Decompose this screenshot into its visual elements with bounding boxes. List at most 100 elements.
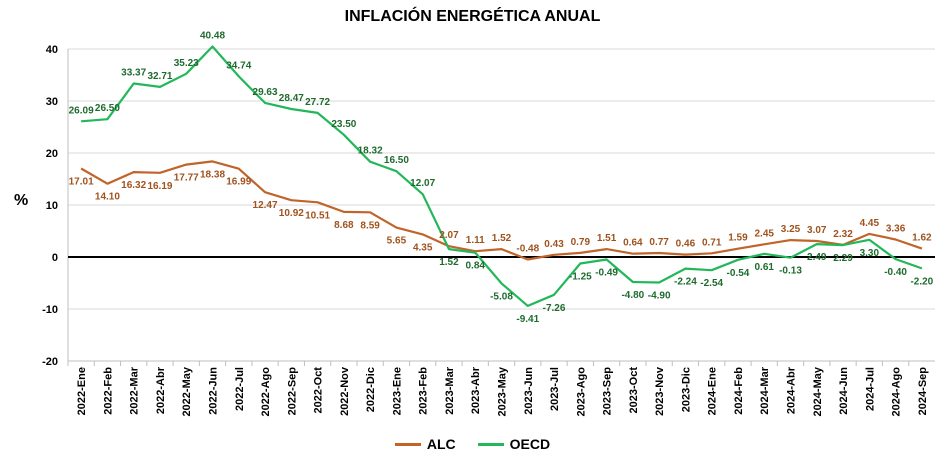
x-tick-label: 2022-Ene bbox=[76, 367, 88, 415]
data-label-alc: 3.07 bbox=[807, 225, 827, 236]
y-tick-label: 10 bbox=[46, 200, 58, 212]
x-tick-label: 2023-Feb bbox=[418, 367, 430, 415]
y-tick-label: 40 bbox=[46, 44, 58, 56]
data-label-alc: 1.51 bbox=[597, 233, 617, 244]
data-label-alc: 0.71 bbox=[702, 237, 722, 248]
x-tick-label: 2023-Mar bbox=[444, 366, 456, 414]
x-tick-label: 2024-Ene bbox=[707, 367, 719, 415]
data-label-oecd: -2.24 bbox=[674, 277, 697, 288]
data-label-oecd: -5.08 bbox=[490, 291, 513, 302]
data-label-alc: 8.68 bbox=[334, 220, 354, 231]
data-label-alc: 1.11 bbox=[466, 235, 485, 246]
data-label-oecd: 35.23 bbox=[174, 58, 199, 69]
x-tick-label: 2024-Jun bbox=[838, 367, 850, 415]
legend-label-alc: ALC bbox=[426, 436, 456, 452]
data-label-oecd: 1.52 bbox=[439, 257, 459, 268]
data-label-alc: 16.32 bbox=[121, 180, 146, 191]
x-tick-label: 2022-Abr bbox=[155, 366, 167, 414]
legend-swatch-alc bbox=[394, 442, 421, 446]
data-label-alc: 8.59 bbox=[360, 220, 380, 231]
data-label-alc: 17.01 bbox=[69, 177, 94, 188]
data-label-oecd: -4.80 bbox=[621, 290, 644, 301]
data-label-alc: 0.64 bbox=[623, 238, 643, 249]
data-label-oecd: 32.71 bbox=[147, 71, 172, 82]
legend-label-oecd: OECD bbox=[509, 436, 551, 452]
data-label-oecd: 3.30 bbox=[860, 248, 880, 259]
data-label-alc: 3.36 bbox=[886, 224, 906, 235]
data-label-oecd: -0.49 bbox=[595, 268, 618, 279]
gridlines bbox=[68, 48, 935, 362]
x-tick-label: 2022-Oct bbox=[313, 367, 325, 414]
data-label-oecd: 33.37 bbox=[121, 67, 146, 78]
data-label-oecd: 23.50 bbox=[331, 119, 356, 130]
data-label-oecd: -1.25 bbox=[569, 272, 592, 283]
data-label-alc: 18.38 bbox=[200, 169, 225, 180]
data-label-alc: 14.10 bbox=[95, 192, 120, 203]
tick-labels: -20 -10 0 10 20 30 40 2022-Ene 2022-Feb 2022-Mar 2… bbox=[42, 44, 929, 417]
data-label-oecd: 26.50 bbox=[95, 103, 120, 114]
data-label-alc: 3.25 bbox=[781, 224, 801, 235]
data-label-alc: 4.45 bbox=[860, 218, 880, 229]
x-tick-label: 2024-Abr bbox=[786, 366, 798, 414]
data-label-oecd: -4.90 bbox=[648, 290, 671, 301]
x-tick-label: 2022-Feb bbox=[102, 367, 114, 415]
data-label-alc: -0.48 bbox=[516, 243, 539, 254]
data-label-oecd: 2.49 bbox=[807, 252, 827, 263]
data-label-alc: 0.46 bbox=[676, 239, 696, 250]
x-tick-label: 2023-Ene bbox=[391, 367, 403, 415]
y-tick-label: 20 bbox=[46, 148, 58, 160]
data-label-oecd: -0.54 bbox=[727, 268, 750, 279]
data-label-oecd: 40.48 bbox=[200, 31, 225, 42]
x-tick-label: 2022-Jul bbox=[234, 367, 246, 411]
x-tick-label: 2023-May bbox=[497, 366, 509, 416]
data-label-alc: 2.45 bbox=[754, 228, 774, 239]
data-label-alc: 16.19 bbox=[147, 181, 172, 192]
x-tick-label: 2022-Nov bbox=[339, 366, 351, 416]
x-tick-label: 2023-Oct bbox=[628, 367, 640, 414]
x-tick-label: 2023-Jul bbox=[549, 367, 561, 411]
x-tick-label: 2023-Ago bbox=[575, 367, 587, 417]
data-label-alc: 1.59 bbox=[728, 233, 748, 244]
legend-swatch-oecd bbox=[477, 442, 504, 446]
y-tick-label: -20 bbox=[42, 356, 58, 368]
series-line-alc bbox=[80, 160, 923, 261]
x-tick-label: 2023-Abr bbox=[470, 366, 482, 414]
data-label-alc: 1.52 bbox=[492, 233, 512, 244]
data-label-oecd: 12.07 bbox=[410, 178, 435, 189]
data-label-oecd: 26.09 bbox=[69, 105, 94, 116]
chart-title: INFLACIÓN ENERGÉTICA ANUAL bbox=[344, 8, 601, 25]
x-tick-label: 2022-Ago bbox=[260, 367, 272, 417]
y-axis-label: % bbox=[14, 192, 29, 209]
x-tick-label: 2023-Sep bbox=[602, 367, 614, 416]
x-tick-label: 2024-Sep bbox=[917, 367, 929, 416]
data-label-oecd: 16.50 bbox=[384, 155, 409, 166]
x-tick-label: 2022-Mar bbox=[129, 366, 141, 414]
x-tick-label: 2023-Nov bbox=[654, 366, 666, 416]
x-tick-label: 2024-Mar bbox=[759, 366, 771, 414]
data-label-alc: 0.43 bbox=[544, 239, 564, 250]
data-label-oecd: 28.47 bbox=[279, 93, 304, 104]
legend: ALC OECD bbox=[0, 436, 945, 452]
y-tick-label: 30 bbox=[46, 96, 58, 108]
data-label-oecd: -7.26 bbox=[543, 303, 566, 314]
x-tick-label: 2022-May bbox=[181, 366, 193, 416]
x-tick-label: 2024-May bbox=[812, 366, 824, 416]
data-label-alc: 10.51 bbox=[305, 210, 330, 221]
data-label-oecd: -9.41 bbox=[516, 314, 539, 325]
x-tick-label: 2022-Dic bbox=[365, 367, 377, 412]
data-label-alc: 0.79 bbox=[571, 237, 591, 248]
data-label-alc: 16.99 bbox=[226, 177, 251, 188]
data-label-oecd: 0.61 bbox=[754, 262, 774, 273]
x-tick-label: 2024-Jul bbox=[864, 367, 876, 411]
data-label-alc: 4.35 bbox=[413, 242, 433, 253]
x-tick-label: 2023-Dic bbox=[680, 367, 692, 412]
data-label-alc: 0.77 bbox=[649, 237, 669, 248]
data-label-oecd: 18.32 bbox=[358, 146, 383, 157]
data-label-oecd: 29.63 bbox=[253, 87, 278, 98]
data-label-oecd: -0.13 bbox=[779, 266, 802, 277]
x-tick-label: 2024-Ago bbox=[891, 367, 903, 417]
data-label-alc: 5.65 bbox=[387, 236, 407, 247]
series-lines bbox=[80, 45, 923, 307]
series-line-oecd bbox=[81, 45, 923, 307]
